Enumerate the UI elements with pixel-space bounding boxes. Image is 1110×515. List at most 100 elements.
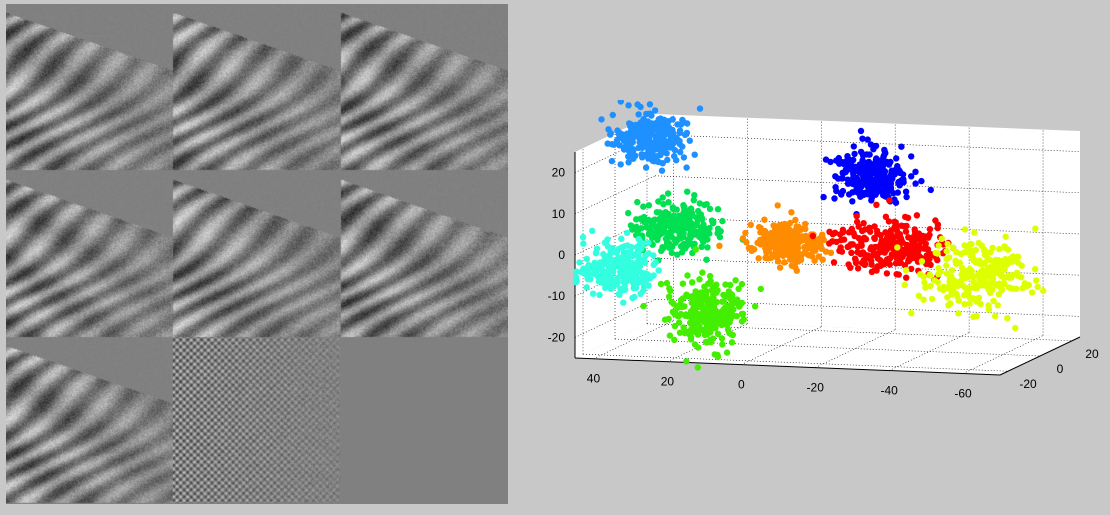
- scatter-point: [703, 288, 710, 295]
- scatter-point: [1008, 258, 1016, 265]
- scatter-point: [602, 277, 610, 284]
- scatter-point: [738, 318, 746, 325]
- scatter-point: [856, 169, 864, 176]
- scatter-point: [650, 261, 657, 268]
- scatter-point: [704, 244, 711, 251]
- scatter-point: [588, 271, 595, 278]
- scatter-point: [783, 239, 790, 246]
- scatter-point: [589, 290, 597, 297]
- scatter-point: [675, 319, 683, 326]
- scatter-point: [618, 244, 625, 251]
- scatter-point: [788, 209, 795, 216]
- scatter-point: [709, 335, 717, 342]
- scatter-point: [655, 267, 662, 274]
- scatter-point: [879, 164, 886, 172]
- scatter-point: [1032, 266, 1039, 273]
- scatter-point: [702, 338, 710, 346]
- scatter-point: [918, 177, 925, 185]
- scatter-point: [893, 271, 900, 278]
- scatter-point: [912, 180, 919, 187]
- scatter-point: [646, 101, 654, 108]
- scatter-point: [792, 216, 799, 224]
- x-tick-label: 0: [738, 378, 745, 392]
- scatter-point: [645, 282, 652, 289]
- scatter-point: [903, 193, 910, 201]
- scatter-point: [583, 255, 590, 263]
- scatter-point: [684, 188, 691, 195]
- y-tick-label: 20: [1085, 347, 1099, 361]
- scatter-point: [964, 244, 971, 251]
- scatter-point: [966, 300, 973, 307]
- scatter-point: [706, 224, 713, 232]
- scatter-point: [599, 261, 607, 268]
- scatter-point: [816, 239, 823, 246]
- scatter-point: [616, 142, 623, 149]
- scatter-point: [666, 332, 674, 339]
- scatter-point: [687, 319, 694, 326]
- scatter-point: [655, 198, 662, 205]
- scatter-point: [668, 249, 675, 257]
- scatter-point: [1004, 315, 1011, 322]
- scatter-point: [612, 278, 619, 286]
- scatter-point: [878, 243, 886, 250]
- scatter-point: [787, 219, 794, 227]
- scatter-point: [854, 243, 861, 250]
- scatter-point: [667, 287, 674, 294]
- scatter-point: [989, 244, 996, 251]
- scatter-point: [640, 203, 647, 210]
- scatter-point: [900, 176, 907, 183]
- scatter-point: [661, 210, 668, 217]
- scatter-point: [713, 289, 720, 296]
- scatter-point: [966, 266, 974, 273]
- grid-line-y: [614, 338, 1041, 357]
- scatter-point: [757, 241, 764, 248]
- scatter-3d-plot: 40 20 0 -20 -40 -60 20 0 -20 20 10 0 -10 -20: [548, 100, 1099, 401]
- scatter-point: [660, 215, 668, 222]
- scatter-point: [938, 235, 945, 242]
- x-tick-label: -20: [807, 381, 825, 395]
- scatter-point: [664, 190, 672, 197]
- scatter-point: [638, 216, 645, 223]
- scatter-point: [827, 158, 834, 166]
- scatter-point: [971, 256, 978, 263]
- grid-line-z: [654, 216, 1081, 235]
- scatter-point: [995, 291, 1002, 298]
- scatter-point: [757, 229, 764, 236]
- scatter-point: [902, 267, 910, 274]
- scatter-point: [860, 220, 867, 227]
- scatter-point: [762, 254, 769, 261]
- scatter-point: [874, 230, 881, 237]
- scatter-point: [819, 231, 826, 238]
- scatter-point: [684, 120, 691, 127]
- scatter-point: [709, 312, 716, 320]
- scatter-point: [1008, 274, 1015, 281]
- scatter-point: [635, 130, 642, 137]
- scatter-point: [658, 167, 666, 174]
- scatter-point: [711, 351, 718, 358]
- scatter-point: [691, 192, 698, 199]
- scatter-point: [955, 310, 962, 317]
- scatter-point: [842, 166, 850, 173]
- scatter-point: [646, 154, 653, 161]
- y-axis-line: [999, 336, 1081, 376]
- scatter-point: [894, 244, 901, 251]
- scatter-point: [902, 188, 910, 195]
- scatter-point: [632, 152, 639, 159]
- scatter-point: [839, 226, 847, 233]
- scatter-point: [630, 269, 637, 276]
- scatter-point: [688, 327, 695, 334]
- scatter-point: [722, 281, 729, 288]
- scatter-point: [922, 240, 929, 247]
- scatter-point: [921, 279, 928, 286]
- scatter-point: [963, 271, 971, 278]
- scatter-point: [931, 277, 938, 284]
- scatter-point: [660, 201, 667, 208]
- scatter-point: [672, 223, 679, 230]
- grid-line-z: [654, 175, 1081, 194]
- scatter-point: [634, 279, 642, 286]
- scatter-point: [898, 222, 905, 229]
- scatter-point: [600, 250, 607, 258]
- scatter-point: [948, 288, 956, 296]
- scatter-point: [736, 302, 743, 310]
- scatter-point: [676, 329, 684, 336]
